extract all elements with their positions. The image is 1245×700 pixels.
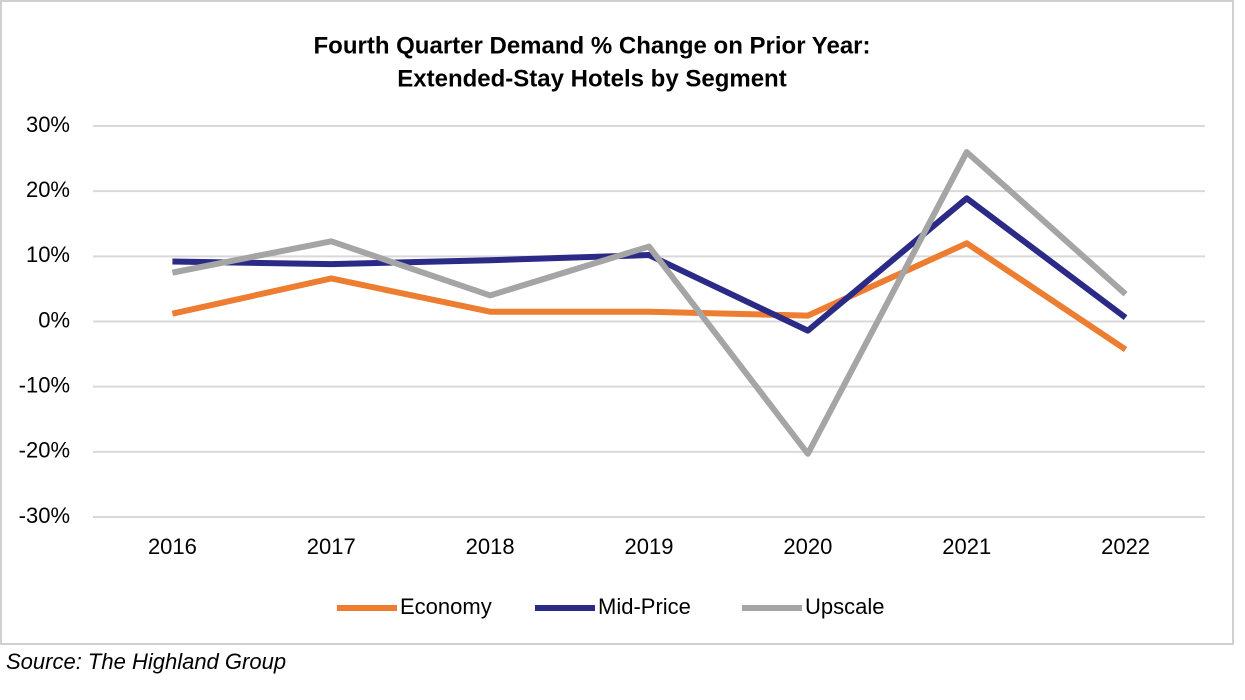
source-note: Source: The Highland Group xyxy=(6,649,286,674)
y-tick-label: -30% xyxy=(19,503,70,528)
legend-label: Economy xyxy=(400,594,492,619)
x-tick-label: 2020 xyxy=(783,534,832,559)
x-tick-label: 2022 xyxy=(1101,534,1150,559)
y-tick-label: -20% xyxy=(19,438,70,463)
x-tick-label: 2017 xyxy=(307,534,356,559)
x-tick-label: 2021 xyxy=(942,534,991,559)
y-tick-label: -10% xyxy=(19,372,70,397)
series-line xyxy=(171,240,1128,353)
y-tick-label: 10% xyxy=(26,242,70,267)
series-line xyxy=(172,195,1128,334)
chart-title: Extended-Stay Hotels by Segment xyxy=(397,65,786,92)
y-tick-label: 20% xyxy=(26,177,70,202)
x-tick-label: 2016 xyxy=(148,534,197,559)
x-tick-label: 2018 xyxy=(466,534,515,559)
legend-label: Upscale xyxy=(805,594,884,619)
y-tick-label: 30% xyxy=(26,112,70,137)
x-tick-label: 2019 xyxy=(625,534,674,559)
chart-title: Fourth Quarter Demand % Change on Prior … xyxy=(314,32,871,59)
legend-label: Mid-Price xyxy=(598,594,691,619)
series-line xyxy=(171,149,1128,457)
y-tick-label: 0% xyxy=(38,307,70,332)
